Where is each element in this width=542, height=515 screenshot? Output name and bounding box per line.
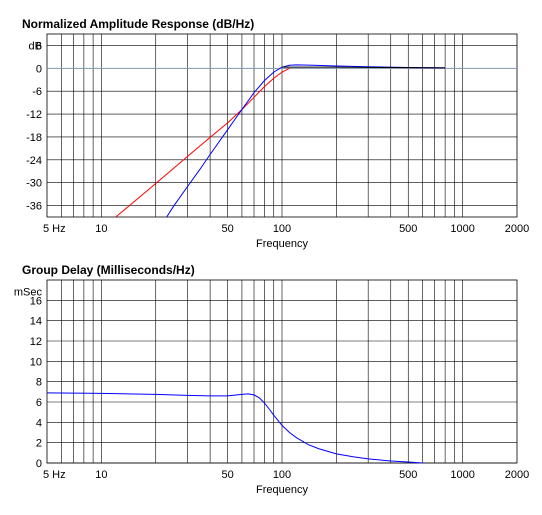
amplitude-y-tick-label: -12	[26, 109, 42, 121]
group-delay-chart: Group Delay (Milliseconds/Hz) 16 14 12 10 8 6…	[14, 263, 529, 496]
amplitude-x-tick-label: 50	[222, 223, 234, 235]
group-delay-y-unit-label: mSec	[14, 287, 43, 299]
amplitude-plot-frame	[46, 33, 518, 218]
amplitude-x-tick-label: 100	[273, 223, 291, 235]
amplitude-y-tick-label: -30	[26, 178, 42, 190]
group-delay-plot-frame	[46, 279, 518, 464]
group-delay-x-ticks: 5 Hz 10 50 100 500 1000 2000	[43, 469, 529, 481]
amplitude-x-ticks: 5 Hz 10 50 100 500 1000 2000	[43, 223, 529, 235]
amplitude-y-tick-label: -36	[26, 201, 42, 213]
amplitude-chart-title: Normalized Amplitude Response (dB/Hz)	[22, 17, 254, 31]
amplitude-y-tick-label: 0	[36, 63, 42, 75]
amplitude-x-tick-label: 5 Hz	[43, 223, 66, 235]
group-delay-y-tick-label: 4	[36, 417, 42, 429]
group-delay-y-tick-label: 6	[36, 397, 42, 409]
amplitude-series-line-0	[115, 67, 290, 218]
group-delay-chart-title: Group Delay (Milliseconds/Hz)	[22, 263, 195, 277]
group-delay-x-tick-label: 100	[273, 469, 291, 481]
group-delay-x-tick-label: 1000	[450, 469, 474, 481]
group-delay-y-tick-label: 2	[36, 438, 42, 450]
amplitude-x-tick-label: 500	[399, 223, 417, 235]
amplitude-series-line-2	[282, 66, 446, 69]
group-delay-x-tick-label: 500	[399, 469, 417, 481]
amplitude-x-tick-label: 10	[95, 223, 107, 235]
group-delay-y-ticks: 16 14 12 10 8 6 4 2 0	[30, 295, 42, 470]
amplitude-y-tick-label: -24	[26, 155, 42, 167]
group-delay-y-tick-label: 16	[30, 295, 42, 307]
group-delay-y-tick-label: 8	[36, 377, 42, 389]
amplitude-grid	[47, 34, 517, 217]
amplitude-y-tick-label: -18	[26, 132, 42, 144]
amplitude-y-ticks: 6 0 -6 -12 -18 -24 -30 -36	[26, 40, 42, 212]
amplitude-y-tick-label: 6	[36, 40, 42, 52]
group-delay-y-tick-label: 0	[36, 458, 42, 470]
group-delay-y-tick-label: 10	[30, 356, 42, 368]
group-delay-x-axis-label: Frequency	[256, 484, 308, 496]
amplitude-y-tick-label: -6	[32, 86, 42, 98]
group-delay-x-tick-label: 5 Hz	[43, 469, 66, 481]
group-delay-x-tick-label: 10	[95, 469, 107, 481]
group-delay-y-tick-label: 12	[30, 336, 42, 348]
amplitude-chart: Normalized Amplitude Response (dB/Hz) 6 0…	[22, 17, 529, 250]
group-delay-grid	[47, 280, 517, 464]
amplitude-series	[47, 64, 517, 218]
group-delay-x-tick-label: 2000	[505, 469, 529, 481]
group-delay-y-tick-label: 14	[30, 316, 42, 328]
amplitude-series-line-1	[166, 64, 446, 218]
amplitude-x-tick-label: 1000	[450, 223, 474, 235]
amplitude-y-unit-label: dB	[29, 41, 42, 53]
amplitude-x-tick-label: 2000	[505, 223, 529, 235]
amplitude-x-axis-label: Frequency	[256, 238, 308, 250]
group-delay-series	[46, 392, 423, 464]
group-delay-x-tick-label: 50	[222, 469, 234, 481]
group-delay-series-line-0	[46, 392, 423, 464]
